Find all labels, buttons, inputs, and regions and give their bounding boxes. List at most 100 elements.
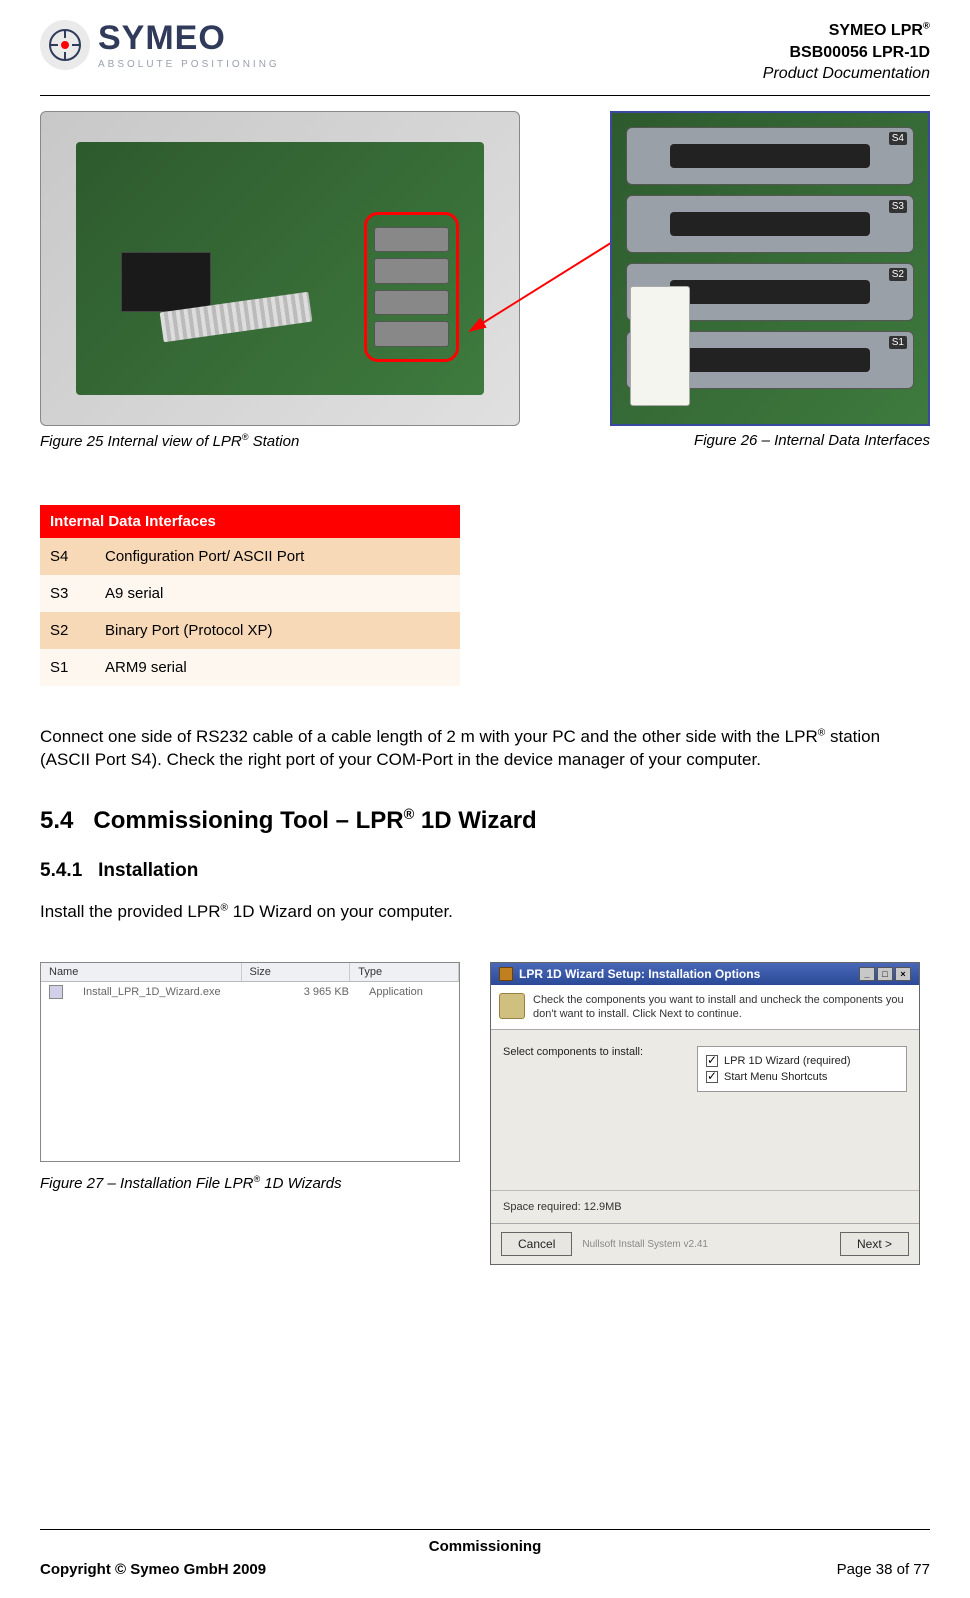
installer-footer: Cancel Nullsoft Install System v2.41 Nex… <box>491 1223 919 1264</box>
paragraph-text: Install the provided LPR <box>40 902 221 921</box>
header-line2: BSB00056 LPR-1D <box>763 42 930 64</box>
logo-word: SYMEO <box>98 21 280 55</box>
registered-mark: ® <box>404 807 415 823</box>
table-row: S4 Configuration Port/ ASCII Port <box>40 538 460 575</box>
next-button[interactable]: Next > <box>840 1232 909 1256</box>
header-line1: SYMEO LPR® <box>763 20 930 42</box>
port-label: S3 <box>889 200 907 213</box>
logo-tagline: ABSOLUTE POSITIONING <box>98 59 280 70</box>
table-header-row: Internal Data Interfaces <box>40 505 460 538</box>
port-label: S2 <box>889 268 907 281</box>
table-row: S2 Binary Port (Protocol XP) <box>40 612 460 649</box>
iface-key: S2 <box>40 612 95 649</box>
iface-key: S1 <box>40 649 95 686</box>
figure-25-caption: Figure 25 Internal view of LPR® Station <box>40 432 520 450</box>
iface-val: Binary Port (Protocol XP) <box>95 612 460 649</box>
cancel-button[interactable]: Cancel <box>501 1232 572 1256</box>
table-row: S1 ARM9 serial <box>40 649 460 686</box>
col-name: Name <box>41 963 242 981</box>
exe-file-icon <box>49 985 63 999</box>
file-explorer-window: Name Size Type Install_LPR_1D_Wizard.exe… <box>40 962 460 1162</box>
window-buttons: _ □ × <box>859 967 911 981</box>
minimize-button[interactable]: _ <box>859 967 875 981</box>
caption-text: 1D Wizards <box>260 1175 342 1192</box>
iface-val: A9 serial <box>95 575 460 612</box>
caption-text: Station <box>248 433 299 450</box>
checkbox-icon[interactable] <box>706 1071 718 1083</box>
file-name: Install_LPR_1D_Wizard.exe <box>83 986 247 998</box>
iface-key: S4 <box>40 538 95 575</box>
figure-25-image <box>40 111 520 426</box>
installer-header-icon <box>499 993 525 1019</box>
component-option[interactable]: Start Menu Shortcuts <box>706 1069 898 1085</box>
header-right: SYMEO LPR® BSB00056 LPR-1D Product Docum… <box>763 20 930 85</box>
registered-mark: ® <box>923 21 930 32</box>
file-size: 3 965 KB <box>267 986 349 998</box>
figure-26: S4 S3 S2 S1 Figure 26 – Internal Data In… <box>610 111 930 449</box>
registered-mark: ® <box>221 902 229 913</box>
figure-26-caption: Figure 26 – Internal Data Interfaces <box>610 432 930 449</box>
components-list: LPR 1D Wizard (required) Start Menu Shor… <box>697 1046 907 1092</box>
section-title: 1D Wizard <box>414 807 536 834</box>
file-row[interactable]: Install_LPR_1D_Wizard.exe 3 965 KB Appli… <box>41 982 459 1002</box>
subsection-number: 5.4.1 <box>40 860 82 881</box>
nsis-label: Nullsoft Install System v2.41 <box>582 1239 708 1250</box>
installer-subheader: Check the components you want to install… <box>491 985 919 1031</box>
page-header: SYMEO ABSOLUTE POSITIONING SYMEO LPR® BS… <box>40 20 930 96</box>
installer-body: Select components to install: LPR 1D Wiz… <box>491 1030 919 1190</box>
paragraph-text: Connect one side of RS232 cable of a cab… <box>40 727 818 746</box>
interfaces-table: Internal Data Interfaces S4 Configuratio… <box>40 505 460 686</box>
logo-text: SYMEO ABSOLUTE POSITIONING <box>98 21 280 70</box>
table-title: Internal Data Interfaces <box>40 505 460 538</box>
space-required-label: Space required: 12.9MB <box>491 1190 919 1223</box>
port-label: S4 <box>889 132 907 145</box>
figure-25: Figure 25 Internal view of LPR® Station <box>40 111 520 450</box>
iface-key: S3 <box>40 575 95 612</box>
figure-27-caption: Figure 27 – Installation File LPR® 1D Wi… <box>40 1174 460 1192</box>
option-label: Start Menu Shortcuts <box>724 1071 827 1083</box>
installer-titlebar: LPR 1D Wizard Setup: Installation Option… <box>491 963 919 985</box>
logo-block: SYMEO ABSOLUTE POSITIONING <box>40 20 280 70</box>
page-footer: Commissioning Copyright © Symeo GmbH 200… <box>40 1529 930 1578</box>
figure-26-image: S4 S3 S2 S1 <box>610 111 930 426</box>
paragraph-text: 1D Wizard on your computer. <box>228 902 453 921</box>
db9-port: S4 <box>626 127 914 185</box>
install-paragraph: Install the provided LPR® 1D Wizard on y… <box>40 902 930 922</box>
component-option[interactable]: LPR 1D Wizard (required) <box>706 1053 898 1069</box>
white-connector-icon <box>630 286 690 406</box>
copyright: Copyright © Symeo GmbH 2009 <box>40 1561 266 1578</box>
footer-row: Copyright © Symeo GmbH 2009 Page 38 of 7… <box>40 1561 930 1578</box>
install-figures-row: Name Size Type Install_LPR_1D_Wizard.exe… <box>40 962 930 1266</box>
subsection-heading-5-4-1: 5.4.1 Installation <box>40 860 930 882</box>
red-highlight-box <box>364 212 459 362</box>
file-type: Application <box>369 986 451 998</box>
file-list-header: Name Size Type <box>41 963 459 982</box>
table-row: S3 A9 serial <box>40 575 460 612</box>
maximize-button[interactable]: □ <box>877 967 893 981</box>
installer-title: LPR 1D Wizard Setup: Installation Option… <box>519 967 760 981</box>
select-components-label: Select components to install: <box>503 1046 643 1084</box>
col-type: Type <box>350 963 459 981</box>
installer-window: LPR 1D Wizard Setup: Installation Option… <box>490 962 920 1266</box>
iface-val: ARM9 serial <box>95 649 460 686</box>
chip-icon <box>121 252 211 312</box>
caption-text: Figure 27 – Installation File LPR <box>40 1175 253 1192</box>
logo-icon <box>40 20 90 70</box>
caption-text: Figure 25 Internal view of LPR <box>40 433 242 450</box>
port-label: S1 <box>889 336 907 349</box>
col-size: Size <box>242 963 351 981</box>
page-number: Page 38 of 77 <box>837 1561 930 1578</box>
header-line1-text: SYMEO LPR <box>829 22 923 39</box>
footer-section: Commissioning <box>40 1538 930 1555</box>
section-number: 5.4 <box>40 807 73 834</box>
option-label: LPR 1D Wizard (required) <box>724 1055 851 1067</box>
db9-port: S3 <box>626 195 914 253</box>
installer-app-icon <box>499 967 513 981</box>
subsection-title: Installation <box>98 860 198 881</box>
figure-27-left: Name Size Type Install_LPR_1D_Wizard.exe… <box>40 962 460 1192</box>
checkbox-icon[interactable] <box>706 1055 718 1067</box>
section-title: Commissioning Tool – LPR <box>93 807 403 834</box>
close-button[interactable]: × <box>895 967 911 981</box>
header-line3: Product Documentation <box>763 63 930 85</box>
figures-row: Figure 25 Internal view of LPR® Station … <box>40 111 930 450</box>
